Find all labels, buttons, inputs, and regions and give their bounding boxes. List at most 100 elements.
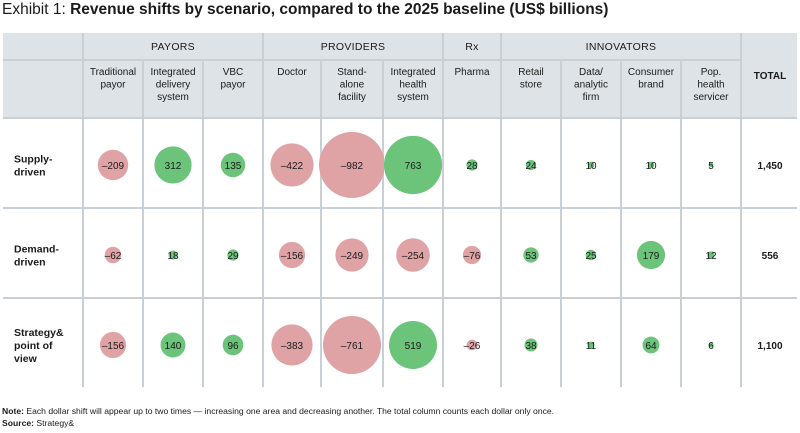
bubble-demand-driven-3 — [278, 241, 306, 269]
note-text: Each dollar shift will appear up to two … — [23, 406, 555, 416]
group-header-rx: Rx — [465, 41, 479, 53]
column-header-cell — [444, 61, 500, 117]
bubble-table-chart: PAYORS PROVIDERS Rx INNOVATORS TOTAL Traditio… — [3, 33, 797, 387]
column-header-line: Data/ — [579, 67, 603, 78]
column-header-vbc-payor: VBC payor — [220, 67, 246, 91]
bubble-supply-driven-10 — [708, 162, 714, 168]
column-header-data-analytic-firm: Data/analytic firm — [574, 67, 608, 103]
row-label-line: driven — [14, 257, 46, 269]
data-label-strategy-point-of-view-3: –383 — [281, 341, 304, 352]
total-cell — [742, 119, 797, 207]
bubble-supply-driven-5 — [383, 135, 443, 195]
row-label-strategy-point-of-view: Strategy& point of view — [14, 327, 64, 365]
column-header-line: facility — [338, 92, 366, 103]
column-header-line: health — [697, 80, 724, 91]
bubble-demand-driven-6 — [462, 245, 482, 265]
bubble-supply-driven-4 — [319, 132, 385, 198]
column-header-cell — [144, 61, 202, 117]
data-label-supply-driven-6: 28 — [466, 161, 478, 172]
column-header-cell — [562, 61, 620, 117]
row-label-line: Supply- — [14, 154, 53, 166]
column-header-line: Retail — [518, 67, 544, 78]
row-label-line: driven — [14, 167, 46, 179]
group-header-payors: PAYORS — [151, 41, 195, 53]
data-label-supply-driven-3: –422 — [281, 161, 304, 172]
column-header-consumer-brand: Consumer brand — [628, 67, 675, 91]
note-label: Note: — [2, 406, 24, 416]
bubble-demand-driven-1 — [168, 250, 178, 260]
data-label-strategy-point-of-view-4: –761 — [341, 341, 364, 352]
total-header-cell — [742, 33, 797, 117]
bubble-strategy-point-of-view-5 — [389, 321, 437, 369]
row-label-line: point of — [14, 340, 53, 352]
data-label-demand-driven-4: –249 — [341, 251, 364, 262]
data-label-demand-driven-3: –156 — [281, 251, 304, 262]
column-header-line: system — [157, 92, 189, 103]
bubble-supply-driven-2 — [220, 152, 246, 178]
column-header-line: Doctor — [277, 67, 307, 78]
column-header-line: Consumer — [628, 67, 675, 78]
group-header-cell — [502, 33, 740, 59]
column-header-line: alone — [340, 80, 365, 91]
column-header-line: Pharma — [454, 67, 489, 78]
exhibit-title: Exhibit 1: Revenue shifts by scenario, c… — [2, 0, 798, 20]
group-header-innovators: INNOVATORS — [586, 41, 657, 53]
data-label-supply-driven-9: 10 — [645, 161, 657, 172]
column-header-cell — [264, 61, 320, 117]
data-label-strategy-point-of-view-2: 96 — [227, 341, 239, 352]
group-header-providers: PROVIDERS — [321, 41, 386, 53]
row-label-cell — [3, 209, 82, 297]
bubble-supply-driven-3 — [270, 143, 314, 187]
bubble-strategy-point-of-view-2 — [222, 334, 244, 356]
column-header-line: payor — [220, 80, 246, 91]
data-label-supply-driven-4: –982 — [341, 161, 364, 172]
data-label-demand-driven-7: 53 — [525, 251, 537, 262]
data-label-strategy-point-of-view-10: 6 — [708, 341, 714, 352]
data-label-demand-driven-1: 18 — [167, 251, 179, 262]
data-label-supply-driven-10: 5 — [708, 161, 714, 172]
bubble-demand-driven-10 — [707, 251, 715, 259]
bubble-strategy-point-of-view-3 — [271, 324, 313, 366]
column-header-line: brand — [638, 80, 664, 91]
column-header-cell — [622, 61, 680, 117]
total-value-supply-driven: 1,450 — [757, 161, 782, 172]
column-header-line: servicer — [693, 92, 729, 103]
chart-title: Revenue shifts by scenario, compared to … — [70, 1, 609, 18]
bubble-supply-driven-7 — [525, 159, 537, 171]
column-header-cell — [84, 61, 142, 117]
data-label-strategy-point-of-view-9: 64 — [645, 341, 657, 352]
group-header-cell — [264, 33, 442, 59]
bubble-supply-driven-0 — [97, 149, 129, 181]
data-label-strategy-point-of-view-0: –156 — [102, 341, 125, 352]
column-header-integrated-delivery-system: Integrated delivery system — [150, 67, 195, 103]
bubble-strategy-point-of-view-1 — [160, 332, 186, 358]
row-label-cell — [3, 119, 82, 207]
row-label-line: Strategy& — [14, 327, 64, 339]
bubble-strategy-point-of-view-8 — [587, 341, 595, 349]
column-header-line: Traditional — [90, 67, 136, 78]
exhibit-label: Exhibit 1: — [2, 1, 66, 18]
column-header-integrated-health-system: Integrated health system — [390, 67, 435, 103]
bubble-strategy-point-of-view-7 — [524, 338, 538, 352]
group-header-cell — [444, 33, 500, 59]
column-header-line: Stand- — [337, 67, 366, 78]
column-header-line: system — [397, 92, 429, 103]
row-label-cell — [3, 299, 82, 387]
data-label-supply-driven-8: 10 — [585, 161, 597, 172]
bubble-strategy-point-of-view-4 — [322, 315, 382, 375]
group-header-cell — [84, 33, 262, 59]
column-header-doctor: Doctor — [277, 67, 307, 78]
data-label-demand-driven-5: –254 — [402, 251, 425, 262]
data-label-strategy-point-of-view-7: 38 — [525, 341, 537, 352]
row-label-header-cell — [3, 61, 82, 117]
column-header-cell — [502, 61, 560, 117]
total-value-demand-driven: 556 — [762, 251, 779, 262]
bubble-supply-driven-8 — [587, 161, 595, 169]
data-label-demand-driven-9: 179 — [643, 251, 660, 262]
row-label-line: view — [14, 353, 38, 365]
bubble-demand-driven-7 — [523, 247, 539, 263]
column-header-retail-store: Retail store — [518, 67, 544, 91]
column-header-cell — [204, 61, 262, 117]
column-header-line: VBC — [223, 67, 244, 78]
header-corner — [3, 33, 82, 59]
